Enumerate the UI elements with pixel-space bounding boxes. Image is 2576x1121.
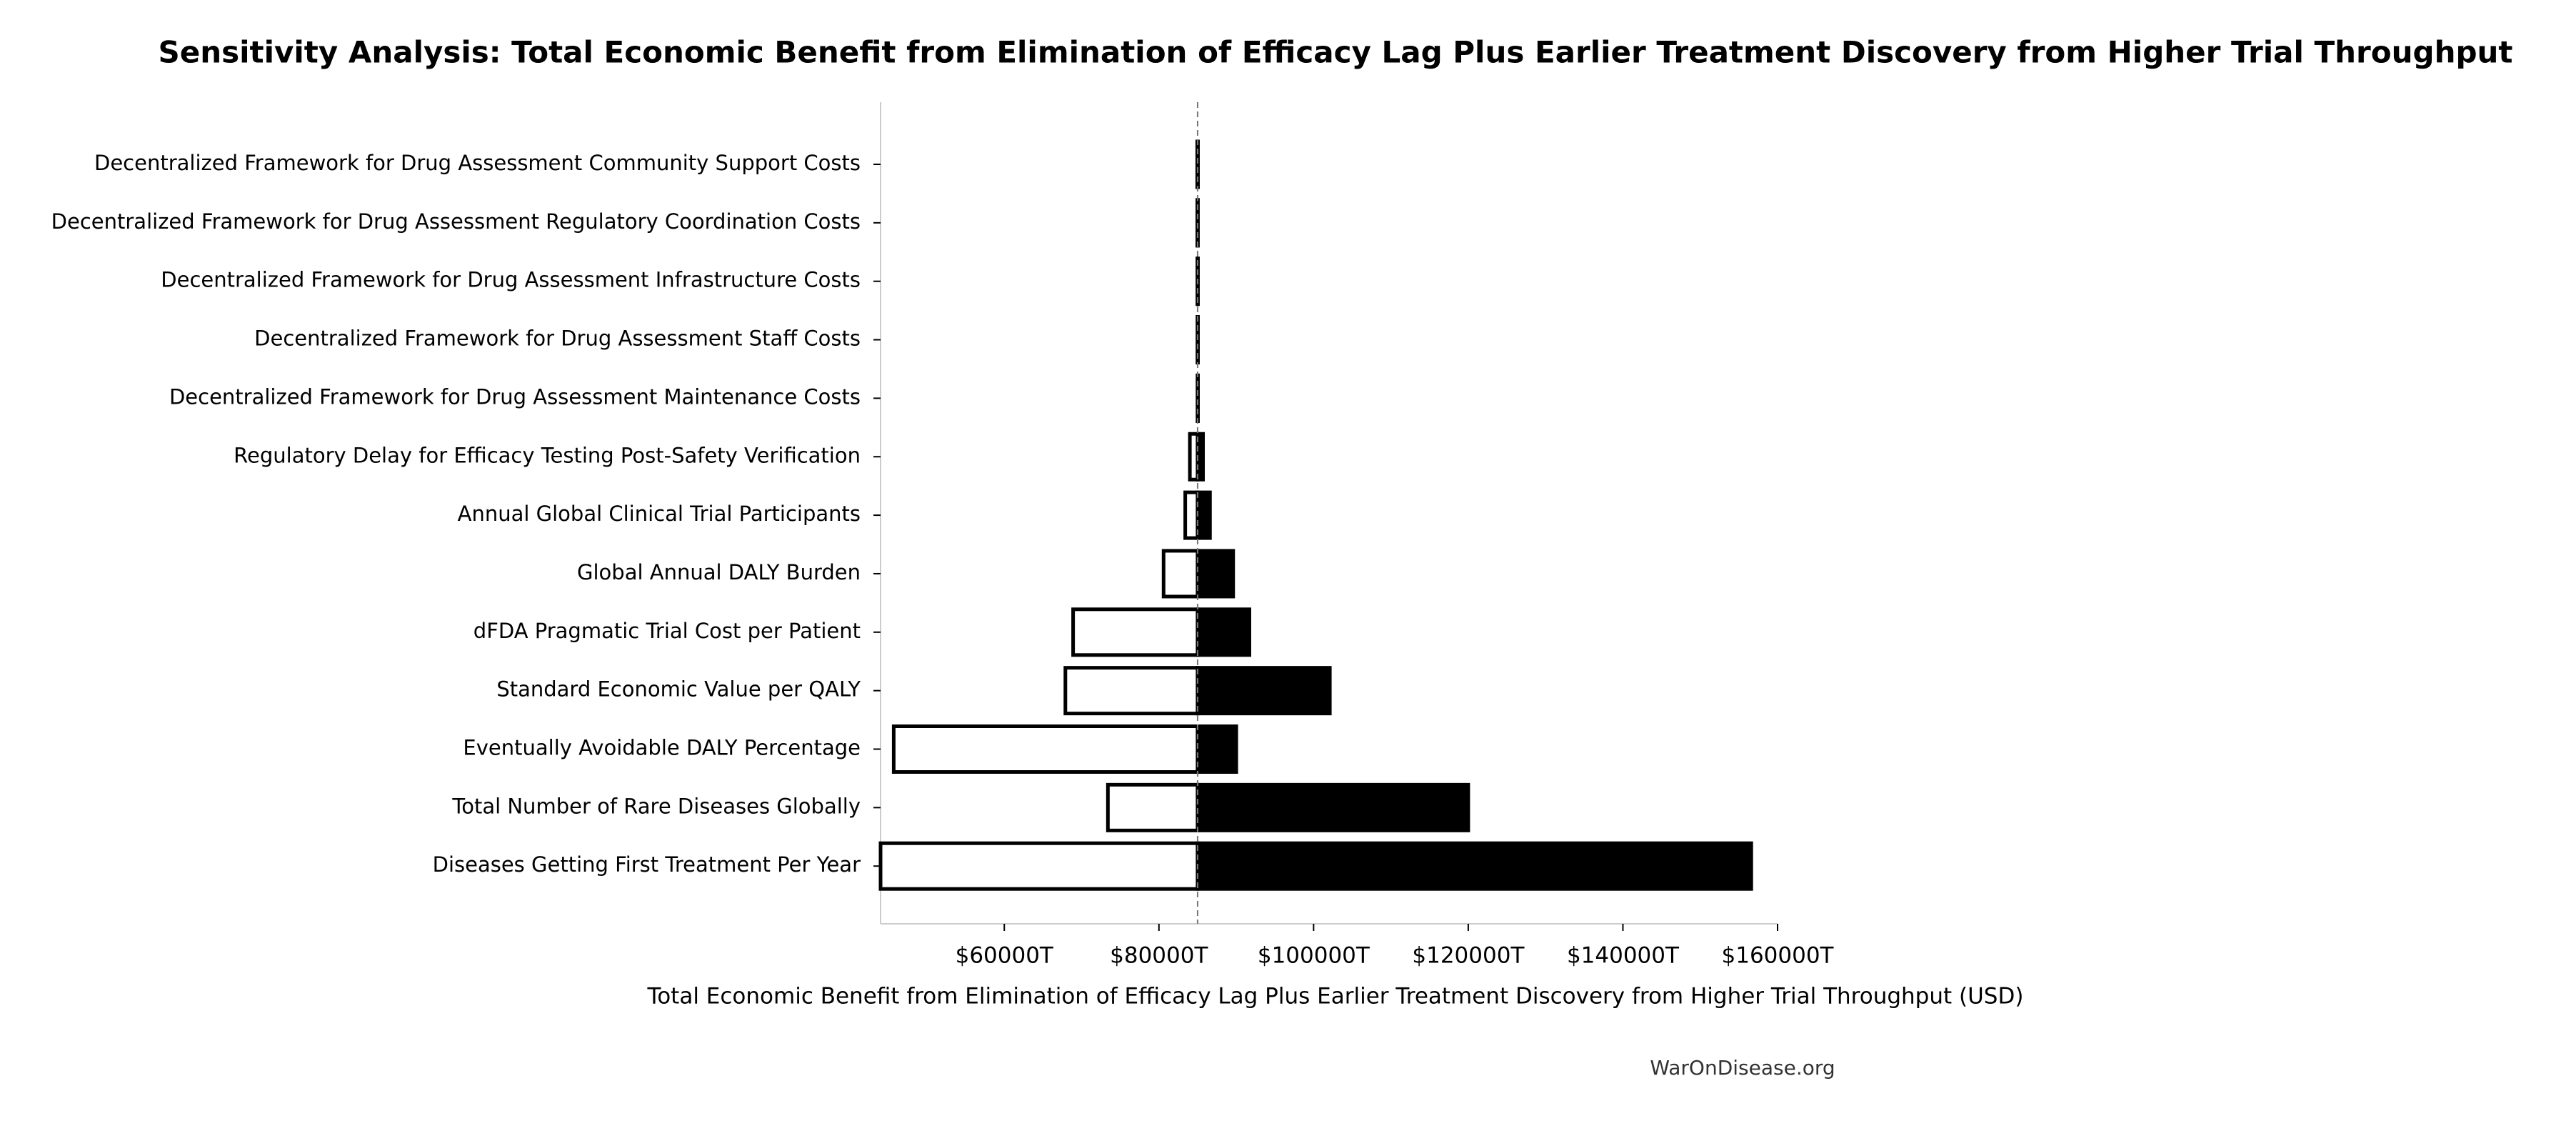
x-axis-label: Total Economic Benefit from Elimination … — [647, 984, 2024, 1010]
bar — [1161, 549, 1200, 599]
bar — [878, 841, 1200, 891]
bar — [1196, 666, 1332, 716]
bar — [1196, 841, 1753, 891]
bar — [1063, 666, 1200, 716]
y-tick-label: Global Annual DALY Burden — [577, 560, 861, 584]
x-tick-label: $100000T — [1258, 943, 1370, 969]
x-tick-label: $160000T — [1722, 943, 1835, 969]
y-tick-label: Decentralized Framework for Drug Assessm… — [254, 327, 861, 351]
y-tick-label: dFDA Pragmatic Trial Cost per Patient — [473, 619, 861, 643]
bar — [1071, 607, 1200, 657]
y-tick-label: Decentralized Framework for Drug Assessm… — [161, 268, 861, 292]
y-tick-label: Diseases Getting First Treatment Per Yea… — [433, 852, 861, 877]
bar — [1106, 782, 1200, 832]
bar — [1196, 549, 1236, 599]
y-tick-label: Total Number of Rare Diseases Globally — [451, 794, 861, 818]
x-tick-label: $60000T — [956, 943, 1054, 969]
bar — [891, 724, 1200, 774]
y-tick-label: Decentralized Framework for Drug Assessm… — [169, 384, 861, 409]
y-tick-label: Eventually Avoidable DALY Percentage — [463, 736, 861, 760]
bar — [1196, 782, 1470, 832]
bar — [1196, 490, 1212, 540]
bar — [1183, 490, 1200, 540]
bar — [1196, 432, 1206, 482]
x-tick-label: $140000T — [1567, 943, 1680, 969]
y-tick-label: Regulatory Delay for Efficacy Testing Po… — [234, 443, 861, 467]
x-tick-label: $120000T — [1412, 943, 1525, 969]
x-tick-label: $80000T — [1110, 943, 1208, 969]
bar — [1196, 724, 1238, 774]
chart-title: Sensitivity Analysis: Total Economic Ben… — [158, 35, 2512, 70]
y-tick-label: Annual Global Clinical Trial Participant… — [458, 502, 861, 526]
bar — [1196, 607, 1251, 657]
footer: WarOnDisease.org — [1650, 1056, 1835, 1080]
y-tick-label: Standard Economic Value per QALY — [496, 677, 861, 702]
y-tick-label: Decentralized Framework for Drug Assessm… — [94, 151, 861, 175]
y-tick-label: Decentralized Framework for Drug Assessm… — [51, 209, 861, 234]
